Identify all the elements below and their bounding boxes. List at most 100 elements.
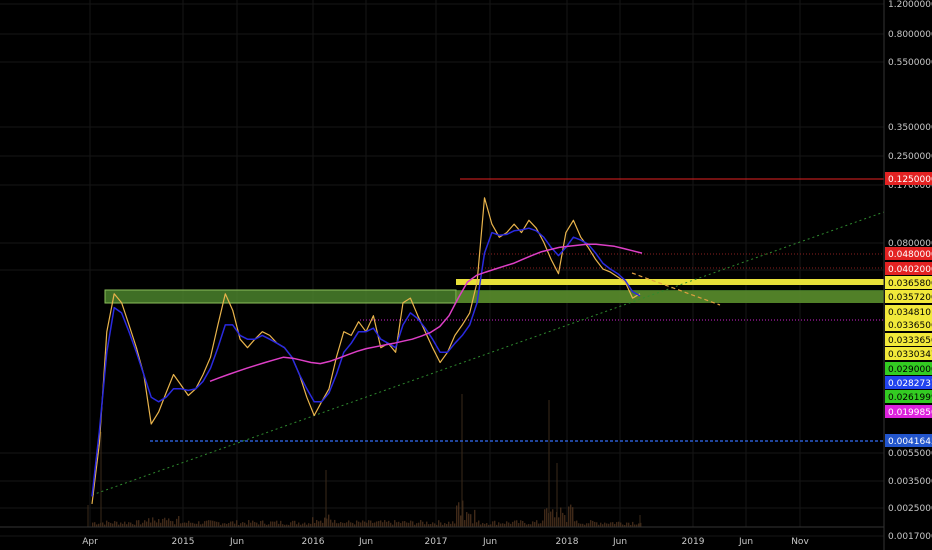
volume-bar (466, 512, 468, 527)
volume-bar (250, 522, 252, 527)
volume-bar (456, 505, 458, 527)
volume-bar (592, 520, 594, 527)
volume-bar (224, 523, 226, 527)
volume-bar (602, 524, 604, 527)
y-tick-label: 1.20000000 (888, 0, 932, 10)
volume-bar (150, 522, 152, 527)
volume-bar (258, 524, 260, 527)
volume-bar (558, 517, 560, 527)
volume-bar (324, 517, 326, 527)
volume-bar (234, 523, 236, 527)
volume-bar (448, 521, 450, 527)
volume-bar (380, 520, 382, 527)
y-tick-label: 0.08000000 (888, 239, 932, 249)
volume-bar (426, 521, 428, 527)
volume-bar (516, 520, 518, 527)
volume-bar (280, 520, 282, 527)
x-tick-label: Jun (738, 537, 753, 547)
volume-bar (536, 520, 538, 527)
volume-bar (206, 520, 208, 527)
volume-bar (104, 524, 106, 527)
volume-bar (606, 523, 608, 527)
volume-bar (132, 524, 134, 527)
y-tick-label: 0.00170000 (888, 532, 932, 542)
volume-bar (264, 523, 266, 527)
volume-bar (186, 522, 188, 527)
volume-bar (166, 520, 168, 527)
volume-bar (636, 524, 638, 527)
volume-bar (296, 524, 298, 527)
price-tag-bg (885, 333, 932, 346)
volume-bar (610, 522, 612, 527)
y-tick-label: 0.80000000 (888, 30, 932, 40)
volume-bar (420, 520, 422, 527)
volume-bar (168, 518, 170, 527)
volume-bar (574, 521, 576, 527)
volume-bar (530, 524, 532, 527)
price-tag-bg (885, 347, 932, 360)
price-tag-label: 0.03336505 (888, 336, 932, 346)
volume-bar (438, 520, 440, 527)
volume-bar (502, 523, 504, 527)
volume-bar (232, 521, 234, 527)
price-levels (150, 178, 884, 442)
volume-bar (452, 521, 454, 527)
volume-bar (194, 523, 196, 527)
price-tag: 0.03658000 (885, 276, 932, 289)
volume-bar (228, 523, 230, 527)
volume-bar (188, 520, 190, 527)
volume-bar (458, 502, 460, 527)
volume-bar (384, 520, 386, 527)
volume-bar (230, 521, 232, 527)
volume-bar (562, 512, 564, 527)
volume-bar (522, 520, 524, 527)
series-layer (91, 197, 643, 504)
price-tag-label: 0.01998500 (888, 408, 932, 418)
x-tick-label: 2016 (302, 537, 325, 547)
volume-bar (198, 521, 200, 527)
volume-bar (138, 520, 140, 527)
volume-bar (404, 521, 406, 527)
volume-bar (350, 522, 352, 527)
volume-bar (582, 523, 584, 527)
price-tag-label: 0.03658000 (888, 279, 932, 289)
volume-bar (604, 522, 606, 527)
volume-bar (416, 523, 418, 527)
green-zone-2 (456, 291, 884, 303)
volume-bar (110, 522, 112, 527)
volume-bar (390, 522, 392, 527)
volume-bar (398, 521, 400, 527)
volume-bar (464, 520, 466, 527)
volume-bar (344, 523, 346, 527)
volume-bar (312, 517, 314, 527)
volume-bar (278, 523, 280, 527)
volume-bar (568, 506, 570, 527)
volume-bar (424, 524, 426, 527)
volume-bar (418, 522, 420, 527)
volume-bar (290, 522, 292, 527)
volume-bar (300, 524, 302, 527)
volume-bar (176, 518, 178, 527)
volume-bar (322, 522, 324, 527)
price-tag-label: 0.02900000 (888, 365, 932, 375)
volume-bar (392, 524, 394, 527)
y-tick-label: 0.00250000 (888, 504, 932, 514)
volume-bar (242, 522, 244, 527)
price-tag: 0.04020000 (885, 262, 932, 275)
price-tag: 0.03303475 (885, 347, 932, 360)
volume-bar (620, 522, 622, 527)
volume-bar (270, 521, 272, 527)
volume-bar (320, 520, 322, 527)
volume-bar (476, 522, 478, 527)
volume-bar (468, 513, 470, 527)
volume-bar (200, 524, 202, 527)
volume-bar (282, 524, 284, 527)
trend-line-orange (631, 272, 721, 306)
volume-bar (512, 521, 514, 527)
volume-bar (310, 523, 312, 527)
price-tag-bg (885, 318, 932, 331)
y-tick-label: 0.35000000 (888, 123, 932, 133)
volume-bar (338, 523, 340, 527)
volume-bar (276, 520, 278, 527)
